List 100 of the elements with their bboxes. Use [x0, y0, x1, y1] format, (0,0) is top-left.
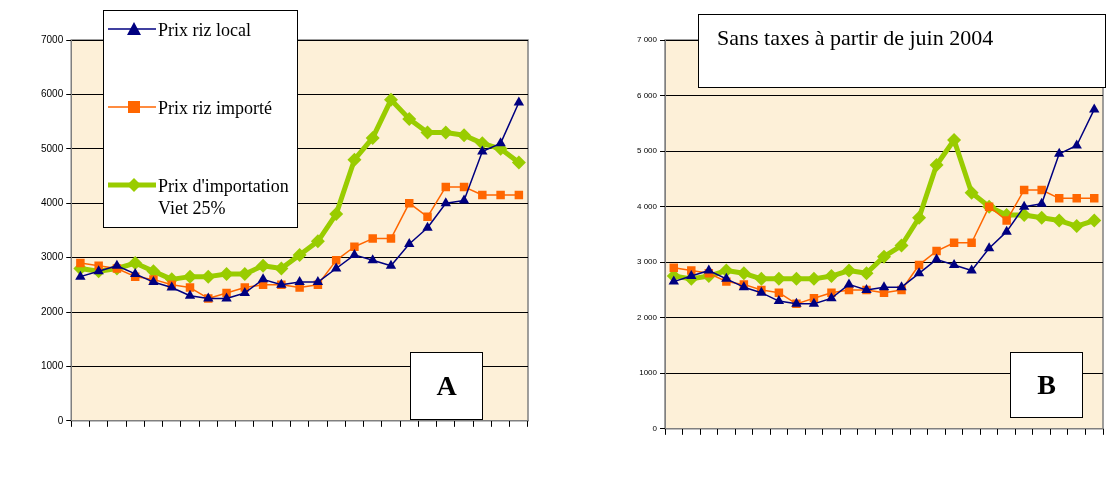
point: [75, 270, 86, 280]
point: [966, 264, 977, 274]
point: [329, 207, 344, 222]
point: [76, 258, 85, 268]
y-tick-label: 0: [652, 424, 658, 434]
point: [130, 267, 141, 277]
point: [1069, 219, 1084, 234]
point: [1018, 200, 1030, 210]
point: [385, 259, 397, 269]
y-tick-label: 0: [57, 414, 64, 426]
point: [201, 269, 216, 284]
point: [1090, 194, 1099, 203]
legend-label: Prix riz local: [158, 19, 251, 41]
y-tick-label: 4000: [41, 196, 64, 208]
point: [932, 246, 941, 256]
point: [292, 247, 307, 262]
point: [458, 194, 470, 204]
y-tick-label: 1000: [41, 360, 64, 372]
point: [1001, 225, 1012, 235]
point: [983, 242, 995, 252]
point: [859, 266, 874, 281]
note-box: Sans taxes à partir de juin 2004: [698, 14, 1106, 88]
point: [1071, 139, 1082, 149]
y-tick-label: 6 000: [636, 90, 658, 100]
point: [256, 258, 271, 273]
point: [841, 263, 856, 278]
point: [477, 145, 488, 155]
point: [912, 210, 927, 225]
point: [402, 111, 417, 126]
point: [668, 275, 679, 285]
point: [913, 267, 925, 277]
point: [440, 197, 451, 207]
point: [111, 259, 123, 269]
point: [331, 256, 341, 265]
point: [185, 283, 195, 292]
point: [877, 249, 892, 264]
point: [93, 265, 104, 275]
y-tick-label: 5000: [41, 142, 64, 154]
point: [350, 242, 359, 251]
point: [1052, 213, 1067, 228]
point: [703, 264, 715, 274]
point: [773, 295, 785, 305]
point: [513, 96, 525, 106]
y-tick-label: 2 000: [636, 312, 658, 322]
point: [754, 271, 769, 286]
point: [931, 253, 942, 263]
point: [423, 212, 432, 222]
point: [221, 292, 232, 302]
point: [1037, 185, 1046, 195]
point: [686, 270, 697, 280]
point: [967, 238, 976, 247]
point: [495, 137, 506, 147]
point: [826, 292, 837, 302]
point: [843, 278, 855, 288]
point: [475, 136, 490, 151]
point: [511, 155, 526, 170]
point: [669, 263, 679, 272]
point: [457, 128, 472, 143]
point: [347, 152, 362, 167]
point: [1036, 197, 1047, 207]
point: [349, 248, 360, 258]
point: [274, 261, 289, 276]
point: [383, 92, 398, 107]
point: [294, 276, 305, 286]
point: [422, 221, 433, 231]
label-box: A: [410, 352, 483, 420]
y-tick-label: 3000: [41, 251, 64, 263]
point: [257, 273, 269, 283]
point: [774, 288, 784, 297]
point: [1002, 216, 1011, 225]
point: [721, 272, 732, 282]
point: [949, 238, 959, 247]
point: [368, 234, 377, 243]
y-tick-label: 5 000: [636, 146, 658, 156]
point: [736, 266, 751, 281]
point: [1034, 210, 1049, 225]
point: [1054, 147, 1065, 157]
point: [789, 271, 804, 286]
point: [929, 157, 944, 172]
point: [1054, 194, 1064, 203]
point: [386, 234, 396, 243]
point: [367, 254, 378, 264]
point: [1072, 194, 1081, 203]
y-tick-label: 7000: [41, 33, 64, 45]
point: [239, 286, 251, 296]
point: [478, 190, 487, 200]
point: [1087, 213, 1102, 228]
point: [824, 269, 839, 284]
point: [894, 238, 909, 253]
point: [310, 234, 325, 249]
point: [219, 266, 234, 281]
point: [878, 281, 890, 291]
point: [896, 281, 907, 291]
point: [964, 185, 979, 200]
point: [947, 132, 962, 147]
point: [404, 238, 415, 248]
legend-label: Prix riz importé: [158, 97, 272, 119]
y-tick-label: 2000: [41, 305, 64, 317]
point: [365, 130, 380, 145]
point: [128, 256, 143, 271]
